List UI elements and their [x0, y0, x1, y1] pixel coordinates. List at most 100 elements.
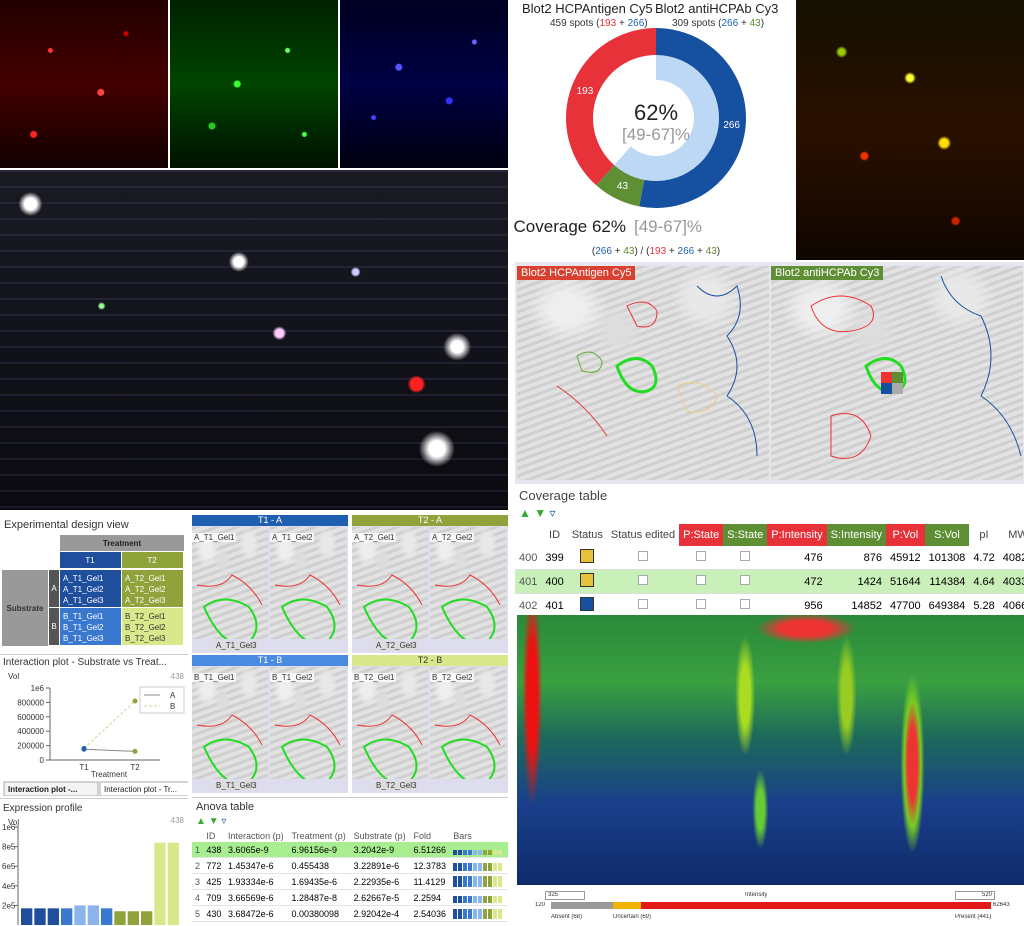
- down-button[interactable]: ▼: [534, 506, 547, 520]
- mini-bar: [483, 876, 488, 887]
- down-button[interactable]: ▼: [208, 816, 219, 827]
- column-header: Fold: [413, 831, 431, 841]
- y-tick-label: 4e5: [2, 882, 16, 891]
- text-part: 266: [628, 18, 645, 29]
- tab[interactable]: [99, 781, 188, 796]
- mini-bar: [478, 908, 483, 919]
- y-tick-label: 400000: [17, 727, 44, 736]
- coverage-donut-panel: Blot2 HCPAntigen Cy5 459 spots (193 + 26…: [514, 1, 779, 257]
- value-cell: 4.72: [969, 546, 999, 570]
- thumbnail-group: T1 - A A_T1_Gel1 A_T1_Gel2 A_T1_Gel3: [192, 515, 348, 653]
- bars-cell: [450, 889, 508, 906]
- anova-title: Anova table: [196, 801, 255, 813]
- left-title: Blot2 HCPAntigen Cy5: [522, 1, 653, 16]
- table-row: 5 430 3.68472e-6 0.00380098 2.92042e-4 2.5403…: [192, 905, 508, 922]
- cell: 438: [203, 842, 226, 858]
- coverage-formula: (266 + 43) / (193 + 266 + 43): [592, 246, 720, 257]
- factor-col-cell: [60, 535, 184, 551]
- right-subtitle: 309 spots (266 + 43): [672, 18, 764, 29]
- filter-button[interactable]: ▿: [221, 816, 227, 827]
- mini-bar: [483, 895, 488, 903]
- spot-outline: [356, 574, 423, 639]
- gel-label: B_T2_Gel1: [352, 673, 397, 682]
- blue-gel-image: [340, 0, 508, 168]
- spot-contour: [434, 714, 501, 746]
- mini-bar: [458, 862, 463, 871]
- mini-bar: [453, 862, 458, 871]
- mini-bar: [493, 876, 498, 887]
- spot-outline: [356, 714, 423, 779]
- interaction-title: Interaction plot - Substrate vs Treat...: [3, 657, 167, 668]
- bars-cell: [450, 857, 508, 874]
- cell: 3.2042e-9: [350, 842, 411, 858]
- x-axis-label: Treatment: [91, 770, 128, 779]
- checkbox: [638, 599, 649, 609]
- bar: [74, 905, 86, 925]
- text-part: ) / (: [634, 246, 650, 257]
- gel-label: A_T1_Gel2: [270, 533, 315, 542]
- cell: 1.28487e-8: [288, 889, 351, 906]
- views-3d: Blot2 HCPAntigen Cy5 Blot2 antiHCPAb Cy3: [515, 262, 1024, 484]
- absent-band: [551, 902, 613, 909]
- status-icon: [580, 549, 595, 563]
- column-header: MW: [1008, 529, 1024, 541]
- gel-name: B_T2_Gel1: [125, 612, 166, 621]
- bar: [127, 911, 139, 925]
- spot-outlines-right: [810, 275, 1022, 459]
- low-input[interactable]: 325: [545, 891, 585, 900]
- up-button[interactable]: ▲: [196, 816, 206, 827]
- gel-label: A_T2_Gel2: [430, 533, 475, 542]
- gel-label: B_T2_Gel2: [430, 673, 475, 682]
- cell: 2.62667e-5: [350, 889, 411, 906]
- gel-thumbnail: B_T2_Gel1: [352, 667, 428, 779]
- mini-bar: [463, 876, 468, 887]
- left-view-label: Blot2 HCPAntigen Cy5: [517, 266, 636, 280]
- mini-bar: [458, 876, 463, 887]
- filter-button[interactable]: ▿: [549, 506, 556, 520]
- thumbnail-group: T2 - B B_T2_Gel1 B_T2_Gel2 B_T2_Gel3: [352, 655, 508, 793]
- spot-contour: [202, 598, 258, 639]
- gel-name: B_T2_Gel3: [125, 634, 166, 643]
- tab[interactable]: [3, 781, 99, 796]
- high-input[interactable]: 520: [955, 891, 995, 900]
- factor-row-cell: [2, 570, 48, 646]
- gel-name: A_T2_Gel1: [125, 574, 166, 583]
- mini-bar: [473, 876, 478, 887]
- gel-label: B_T1_Gel3: [214, 781, 259, 790]
- up-button[interactable]: ▲: [519, 506, 531, 520]
- mini-bar: [493, 895, 498, 903]
- table-row: 2 772 1.45347e-6 0.455438 3.22891e-6 12.3783: [192, 857, 508, 874]
- value-cell: 4.64: [969, 569, 999, 594]
- mini-bar: [488, 862, 493, 871]
- cell: 2.2594: [410, 889, 451, 906]
- mini-bar: [473, 862, 478, 871]
- intensity-selector[interactable]: Intensity: [745, 892, 768, 898]
- present-band: [641, 902, 991, 909]
- text-part: 266: [595, 246, 612, 257]
- center-value: 62%: [634, 100, 678, 125]
- spot-outline: [434, 714, 501, 779]
- status-cell: [567, 569, 607, 594]
- gel-thumbnail: A_T1_Gel2: [270, 527, 346, 639]
- cell: 1: [192, 842, 204, 858]
- cell: 4: [192, 889, 204, 906]
- design-title: Experimental design view: [4, 519, 129, 531]
- mini-bar: [458, 908, 463, 919]
- mini-bar: [478, 849, 483, 855]
- spot-contour: [434, 574, 501, 606]
- spot-contour: [356, 714, 423, 746]
- cell: 6.51266: [410, 842, 451, 858]
- id-cell: 401: [541, 593, 568, 613]
- checkbox: [638, 551, 649, 561]
- spot-outlines-left: [556, 285, 758, 457]
- gel-label: B_T1_Gel1: [192, 673, 237, 682]
- text-part: +: [666, 246, 677, 257]
- text-part: 43: [706, 246, 718, 257]
- cell: 0.455438: [288, 857, 351, 874]
- design-panel: Experimental design view Substrate Treatm…: [0, 515, 188, 652]
- spot-contour: [202, 738, 258, 779]
- checkbox: [740, 599, 751, 609]
- value-cell: 114384: [924, 569, 970, 594]
- mini-bar: [468, 876, 473, 887]
